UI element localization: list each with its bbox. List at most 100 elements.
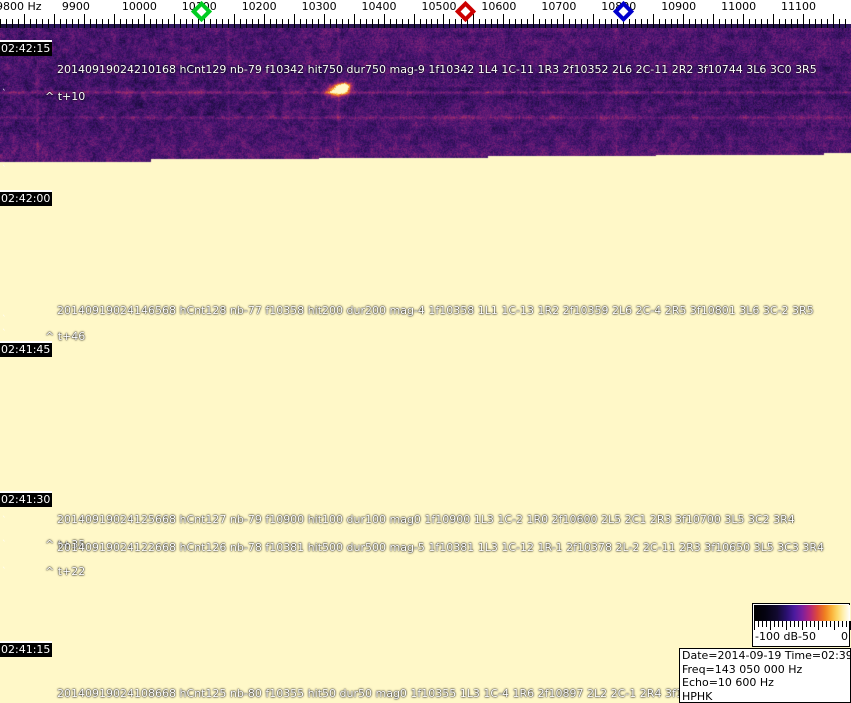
- ruler-tick-minor: [12, 19, 13, 28]
- ruler-tick-minor: [539, 19, 540, 28]
- marker-red-center: [460, 6, 471, 17]
- ruler-tick-minor: [378, 19, 379, 28]
- ruler-tick-minor: [437, 19, 438, 28]
- ruler-tick-minor: [276, 19, 277, 28]
- ruler-tick-major: [473, 14, 474, 28]
- ruler-tick-minor: [240, 19, 241, 28]
- ruler-tick-major: [653, 14, 654, 28]
- ruler-tick-minor: [78, 19, 79, 28]
- colorbar-tick: [806, 621, 807, 627]
- ruler-tick-minor: [569, 19, 570, 28]
- ruler-tick-major: [833, 14, 834, 28]
- ruler-tick-minor: [126, 19, 127, 28]
- colorbar-tick: [826, 621, 827, 627]
- colorbar-tick: [798, 621, 799, 627]
- ruler-tick-minor: [48, 19, 49, 28]
- colorbar-tick: [786, 621, 787, 630]
- ruler-tick-minor: [102, 19, 103, 28]
- ruler-tick-major: [174, 14, 175, 28]
- ruler-tick-minor: [72, 19, 73, 28]
- ruler-tick-minor: [228, 19, 229, 28]
- ruler-tick-minor: [222, 19, 223, 28]
- time-tick-5: `: [2, 540, 7, 550]
- event-row[interactable]: 20140919024210168 hCnt129 nb-79 f10342 h…: [57, 63, 817, 76]
- ruler-tick-minor: [366, 19, 367, 28]
- event-row[interactable]: 20140919024125668 hCnt127 nb-79 f10900 h…: [57, 513, 795, 526]
- ruler-tick-minor: [659, 19, 660, 28]
- colorbar-tick: [842, 621, 843, 627]
- ruler-tick-minor: [635, 19, 636, 28]
- ruler-tick-major: [144, 14, 145, 28]
- ruler-label-11000: 11000: [721, 0, 757, 13]
- ruler-tick-major: [533, 14, 534, 28]
- ruler-tick-minor: [138, 19, 139, 28]
- info-echo: Echo=10 600 Hz: [682, 676, 774, 689]
- info-date-time: Date=2014-09-19 Time=02:39 UTC: [682, 649, 851, 662]
- event-row[interactable]: 20140919024122668 hCnt126 nb-78 f10381 h…: [57, 541, 825, 554]
- ruler-tick-minor: [677, 19, 678, 28]
- ruler-tick-major: [24, 14, 25, 28]
- ruler-tick-major: [773, 14, 774, 28]
- ruler-tick-minor: [120, 19, 121, 28]
- ruler-label-10900: 10900: [661, 0, 697, 13]
- ruler-tick-minor: [288, 19, 289, 28]
- event-row[interactable]: 20140919024108668 hCnt125 nb-80 f10355 h…: [57, 687, 778, 700]
- ruler-tick-minor: [342, 19, 343, 28]
- ruler-tick-major: [264, 14, 265, 28]
- ruler-tick-minor: [695, 19, 696, 28]
- time-tick-3: `: [2, 329, 7, 339]
- ruler-tick-major: [384, 14, 385, 28]
- ruler-tick-minor: [312, 19, 313, 28]
- ruler-tick-minor: [617, 19, 618, 28]
- ruler-tick-minor: [737, 19, 738, 28]
- ruler-tick-minor: [156, 19, 157, 28]
- ruler-tick-minor: [665, 19, 666, 28]
- ruler-tick-minor: [96, 19, 97, 28]
- ruler-tick-minor: [455, 19, 456, 28]
- ruler-tick-minor: [210, 19, 211, 28]
- ruler-tick-major: [294, 14, 295, 28]
- ruler-tick-minor: [575, 19, 576, 28]
- ruler-tick-minor: [797, 19, 798, 28]
- ruler-tick-minor: [605, 19, 606, 28]
- ruler-tick-minor: [461, 19, 462, 28]
- color-scale-ticks: [754, 621, 851, 630]
- ruler-spectrum-strip: [0, 24, 851, 28]
- colorbar-tick: [818, 621, 819, 630]
- colorbar-tick: [810, 621, 811, 627]
- ruler-tick-minor: [132, 19, 133, 28]
- ruler-tick-minor: [671, 19, 672, 28]
- color-gradient: [754, 605, 850, 621]
- ruler-tick-minor: [66, 19, 67, 28]
- ruler-tick-minor: [629, 19, 630, 28]
- ruler-tick-minor: [479, 19, 480, 28]
- ruler-tick-minor: [186, 19, 187, 28]
- colorbar-tick: [782, 621, 783, 627]
- ruler-tick-minor: [755, 19, 756, 28]
- ruler-tick-major: [204, 14, 205, 28]
- ruler-tick-minor: [162, 19, 163, 28]
- marker-blue-center: [618, 6, 629, 17]
- ruler-tick-minor: [827, 19, 828, 28]
- colorbar-tick: [814, 621, 815, 627]
- info-station: HPHK: [682, 689, 713, 703]
- ruler-tick-minor: [527, 19, 528, 28]
- ruler-tick-minor: [306, 19, 307, 28]
- frequency-ruler[interactable]: 9800 Hz990010000101001020010300104001050…: [0, 0, 851, 28]
- event-row[interactable]: 20140919024146568 hCnt128 nb-77 f10358 h…: [57, 304, 814, 317]
- ruler-tick-minor: [282, 19, 283, 28]
- ruler-label-10300: 10300: [301, 0, 337, 13]
- ruler-tick-minor: [168, 19, 169, 28]
- ruler-tick-minor: [180, 19, 181, 28]
- spectrogram-canvas[interactable]: [0, 28, 851, 703]
- ruler-tick-minor: [372, 19, 373, 28]
- colorbar-tick: [778, 621, 779, 627]
- ruler-tick-minor: [467, 19, 468, 28]
- ruler-tick-major: [593, 14, 594, 28]
- ruler-label-10000: 10000: [121, 0, 157, 13]
- ruler-tick-minor: [521, 19, 522, 28]
- ruler-tick-minor: [198, 19, 199, 28]
- ruler-tick-minor: [426, 19, 427, 28]
- ruler-tick-minor: [402, 19, 403, 28]
